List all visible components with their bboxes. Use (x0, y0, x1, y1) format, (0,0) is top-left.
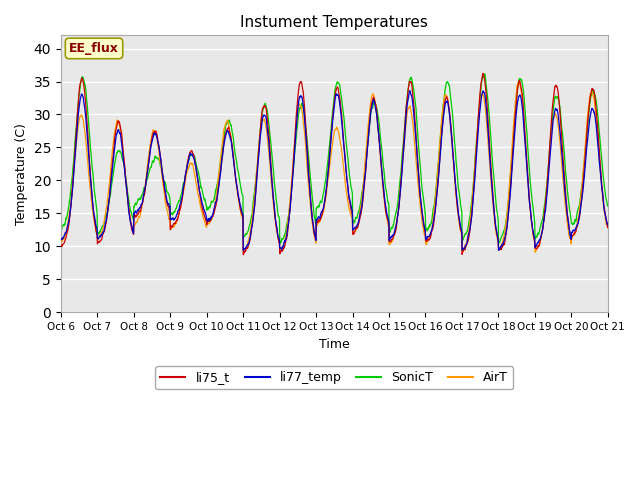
X-axis label: Time: Time (319, 337, 349, 351)
Text: EE_flux: EE_flux (69, 42, 119, 55)
Y-axis label: Temperature (C): Temperature (C) (15, 123, 28, 225)
Title: Instument Temperatures: Instument Temperatures (241, 15, 428, 30)
Legend: li75_t, li77_temp, SonicT, AirT: li75_t, li77_temp, SonicT, AirT (156, 366, 513, 389)
